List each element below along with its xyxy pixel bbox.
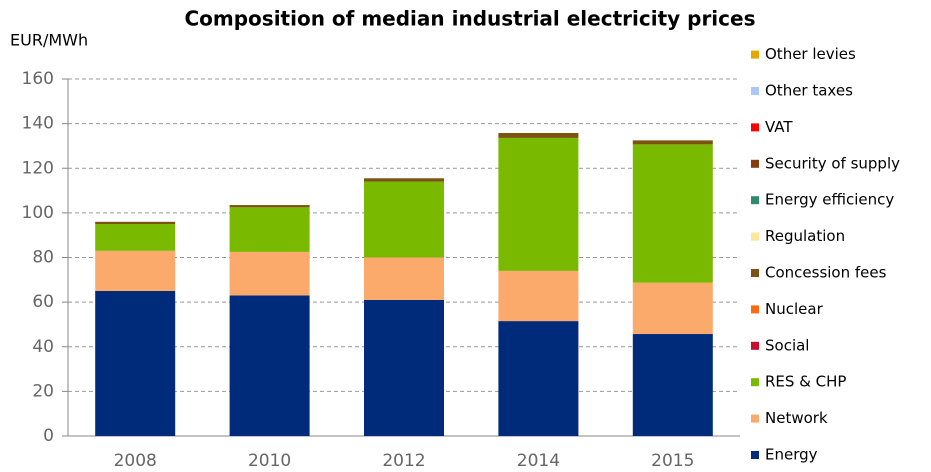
bar-segment bbox=[498, 137, 579, 271]
legend-swatch bbox=[751, 378, 759, 387]
legend-label: Regulation bbox=[765, 227, 845, 245]
legend-label: Other taxes bbox=[765, 82, 853, 100]
x-tick-label: 2015 bbox=[651, 451, 694, 471]
legend-swatch bbox=[751, 50, 759, 59]
bar-segment bbox=[498, 132, 579, 138]
bar-segment bbox=[632, 282, 713, 335]
legend-label: RES & CHP bbox=[765, 373, 846, 391]
x-tick-label: 2010 bbox=[248, 451, 291, 471]
bar-segment bbox=[364, 178, 444, 182]
legend-label: Energy efficiency bbox=[765, 191, 894, 209]
bar-segment bbox=[95, 224, 176, 251]
y-tick-label: 160 bbox=[22, 69, 54, 89]
y-tick-label: 20 bbox=[32, 381, 54, 401]
y-tick-label: 140 bbox=[22, 114, 54, 134]
bar-segment bbox=[95, 250, 176, 291]
bar-segment bbox=[364, 299, 444, 436]
legend-swatch bbox=[751, 341, 759, 350]
y-tick-label: 100 bbox=[22, 203, 54, 223]
legend-label: Energy bbox=[765, 446, 818, 464]
y-tick-label: 60 bbox=[32, 292, 54, 312]
legend-label: VAT bbox=[765, 118, 793, 136]
legend-swatch bbox=[751, 196, 759, 205]
bar-segment bbox=[229, 205, 310, 208]
legend-swatch bbox=[751, 87, 759, 95]
bar-segment bbox=[364, 181, 444, 258]
y-tick-label: 120 bbox=[22, 158, 54, 178]
bar-segment bbox=[229, 251, 310, 296]
y-axis-label: EUR/MWh bbox=[10, 31, 88, 50]
bar-segment bbox=[95, 290, 176, 436]
bar-segment bbox=[229, 295, 310, 436]
legend-label: Other levies bbox=[765, 45, 856, 63]
legend-label: Security of supply bbox=[765, 154, 900, 172]
y-tick-label: 80 bbox=[32, 248, 54, 268]
y-tick-label: 40 bbox=[32, 337, 54, 357]
legend-label: Network bbox=[765, 409, 828, 427]
bar-segment bbox=[498, 321, 579, 436]
legend-swatch bbox=[751, 305, 759, 314]
bar-segment bbox=[229, 207, 310, 252]
legend-label: Nuclear bbox=[765, 300, 824, 318]
x-tick-label: 2014 bbox=[517, 451, 560, 471]
legend-label: Social bbox=[765, 336, 809, 354]
bar-segment bbox=[364, 257, 444, 300]
chart-title: Composition of median industrial electri… bbox=[184, 7, 755, 31]
bar-segment bbox=[632, 140, 713, 145]
legend-swatch bbox=[751, 269, 759, 277]
x-tick-label: 2012 bbox=[382, 451, 425, 471]
bar-segment bbox=[498, 270, 579, 322]
legend-swatch bbox=[751, 232, 759, 241]
bar-segment bbox=[632, 144, 713, 283]
legend-swatch bbox=[751, 451, 759, 459]
bar-segment bbox=[95, 221, 176, 225]
bar-segment bbox=[632, 334, 713, 436]
legend-swatch bbox=[751, 159, 759, 168]
y-tick-label: 0 bbox=[43, 426, 54, 446]
legend-swatch bbox=[751, 123, 759, 132]
legend-swatch bbox=[751, 414, 759, 423]
legend-label: Concession fees bbox=[765, 264, 887, 282]
x-tick-label: 2008 bbox=[114, 451, 157, 471]
